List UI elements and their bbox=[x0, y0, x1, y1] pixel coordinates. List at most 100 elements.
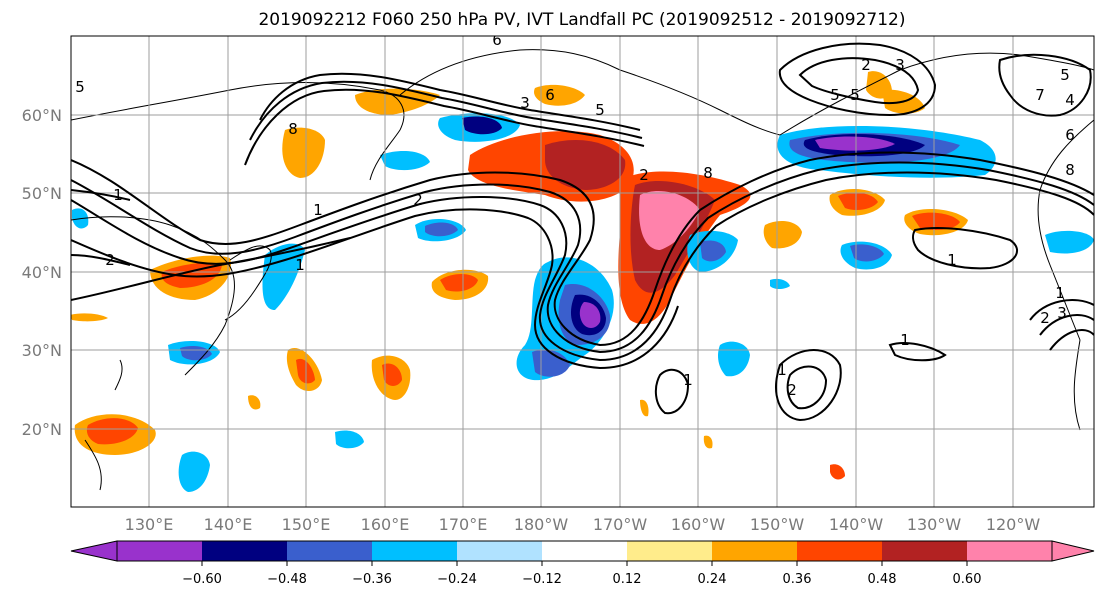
positive-anomaly-region bbox=[639, 190, 700, 250]
colorbar-segment bbox=[372, 541, 457, 561]
contour-label: 1 bbox=[113, 186, 123, 204]
positive-anomaly-region bbox=[534, 84, 585, 106]
map-panel: 1 2 1 2 3 6 5 8 6 5 1 2 3 5 4 7 6 8 1 1 … bbox=[71, 36, 1094, 507]
figure-title: 2019092212 F060 250 hPa PV, IVT Landfall… bbox=[258, 10, 905, 30]
contour-label: 6 bbox=[545, 86, 555, 104]
contour-label: 5 bbox=[595, 101, 605, 119]
lat-label: 30°N bbox=[22, 341, 62, 360]
contour-label: 2 bbox=[861, 56, 871, 74]
contour-label: 7 bbox=[1035, 86, 1045, 104]
contour-label: 1 bbox=[947, 251, 957, 269]
negative-anomaly-region bbox=[462, 116, 502, 135]
pv-contours bbox=[71, 42, 1094, 422]
contour-label: 2 bbox=[413, 191, 423, 209]
lon-label: 130°W bbox=[907, 515, 962, 534]
colorbar-segment bbox=[202, 541, 287, 561]
lon-label: 170°W bbox=[593, 515, 648, 534]
lat-label: 20°N bbox=[22, 420, 62, 439]
lat-label: 50°N bbox=[22, 184, 62, 203]
positive-anomaly-region bbox=[86, 418, 138, 445]
colorbar-tick-label: 0.36 bbox=[783, 572, 812, 587]
negative-anomaly-region bbox=[380, 150, 430, 171]
positive-anomaly-region bbox=[161, 262, 222, 288]
lon-label: 180°W bbox=[514, 515, 569, 534]
negative-anomaly-region bbox=[1045, 230, 1094, 254]
contour-label: 6 bbox=[1065, 126, 1075, 144]
contour-label: 5 bbox=[850, 86, 860, 104]
lon-label: 140°E bbox=[204, 515, 253, 534]
contour-label: 1 bbox=[683, 371, 693, 389]
contour-label: 8 bbox=[1065, 161, 1075, 179]
contour-label: 2 bbox=[787, 381, 797, 399]
colorbar-segment bbox=[712, 541, 797, 561]
colorbar-segment bbox=[797, 541, 882, 561]
contour-label: 1 bbox=[1055, 284, 1065, 302]
lat-label: 40°N bbox=[22, 263, 62, 282]
contour-label: 2 bbox=[105, 251, 115, 269]
lon-label: 130°E bbox=[125, 515, 174, 534]
longitude-labels: 130°E 140°E 150°E 160°E 170°E 180°W 170°… bbox=[125, 515, 1041, 534]
colorbar-segment bbox=[882, 541, 967, 561]
colorbar-tick-label: 0.12 bbox=[613, 572, 642, 587]
colorbar-tick-label: −0.60 bbox=[182, 572, 222, 587]
positive-anomaly-region bbox=[282, 127, 325, 178]
lon-label: 170°E bbox=[439, 515, 488, 534]
contour-label: 1 bbox=[295, 256, 305, 274]
map-frame bbox=[70, 35, 1095, 508]
contour-label: 1 bbox=[900, 331, 910, 349]
negative-anomaly-region bbox=[815, 136, 895, 151]
colorbar-segment bbox=[627, 541, 712, 561]
negative-anomaly-region bbox=[700, 240, 726, 262]
positive-anomaly-region bbox=[71, 313, 108, 322]
colorbar-tick-label: −0.12 bbox=[522, 572, 562, 587]
positive-anomaly-region bbox=[440, 274, 478, 292]
positive-anomaly-region bbox=[912, 212, 960, 230]
contour-label: 2 bbox=[639, 166, 649, 184]
contour-label: 5 bbox=[75, 78, 85, 96]
lon-label: 120°W bbox=[986, 515, 1041, 534]
colorbar-tick-label: 0.24 bbox=[698, 572, 727, 587]
contour-label: 4 bbox=[1065, 91, 1075, 109]
colorbar-tick-label: −0.36 bbox=[352, 572, 392, 587]
negative-anomaly-region bbox=[262, 243, 305, 310]
positive-anomaly-region bbox=[545, 140, 626, 190]
lon-label: 150°W bbox=[750, 515, 805, 534]
positive-anomaly-region bbox=[830, 464, 845, 480]
colorbar-low-extension bbox=[70, 540, 118, 562]
negative-anomaly-region bbox=[770, 278, 790, 289]
contour-label: 5 bbox=[1060, 66, 1070, 84]
colorbar-segment bbox=[287, 541, 372, 561]
positive-anomaly-region bbox=[355, 88, 440, 115]
contour-label: 5 bbox=[830, 86, 840, 104]
colorbar-high-extension bbox=[1051, 540, 1095, 562]
lon-label: 150°E bbox=[282, 515, 331, 534]
contour-labels: 1 2 1 2 3 6 5 8 6 5 1 2 3 5 4 7 6 8 1 1 … bbox=[75, 36, 1075, 399]
lon-label: 140°W bbox=[829, 515, 884, 534]
colorbar-tick-label: −0.48 bbox=[267, 572, 307, 587]
positive-anomaly-region bbox=[382, 363, 402, 386]
negative-anomaly-region bbox=[850, 244, 884, 262]
negative-anomaly-region bbox=[425, 222, 458, 237]
contour-label: 2 bbox=[1040, 309, 1050, 327]
positive-anomaly-region bbox=[838, 192, 878, 210]
colorbar-tick-label: −0.24 bbox=[437, 572, 477, 587]
positive-anomaly-region bbox=[248, 395, 261, 410]
lon-label: 160°W bbox=[671, 515, 726, 534]
contour-label: 8 bbox=[288, 120, 298, 138]
contour-label: 8 bbox=[703, 164, 713, 182]
lon-label: 160°E bbox=[361, 515, 410, 534]
colorbar-tick-label: 0.60 bbox=[953, 572, 982, 587]
contour-label: 3 bbox=[520, 94, 530, 112]
contour-label: 3 bbox=[1057, 304, 1067, 322]
contour-label: 1 bbox=[777, 361, 787, 379]
colorbar-segment bbox=[967, 541, 1052, 561]
positive-anomaly-region bbox=[703, 435, 713, 449]
colorbar: −0.60 −0.48 −0.36 −0.24 −0.12 0.12 0.24 … bbox=[70, 540, 1095, 587]
positive-anomaly-region bbox=[763, 220, 802, 249]
negative-anomaly-region bbox=[178, 451, 210, 492]
colorbar-segment bbox=[117, 541, 202, 561]
colorbar-tick-label: 0.48 bbox=[868, 572, 897, 587]
latitude-labels: 60°N 50°N 40°N 30°N 20°N bbox=[22, 106, 62, 439]
colorbar-segment bbox=[542, 541, 627, 561]
